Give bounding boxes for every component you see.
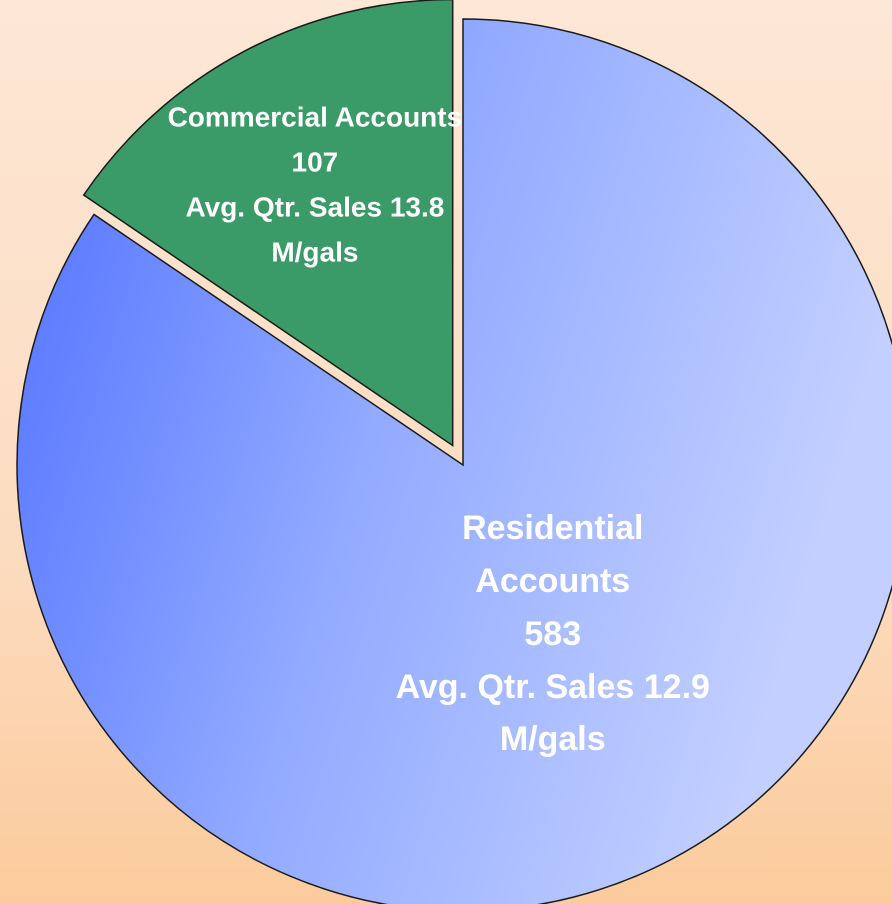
label-line: Avg. Qtr. Sales 12.9 M/gals <box>395 667 710 759</box>
label-line: 107 <box>291 146 339 178</box>
label-line: Avg. Qtr. Sales 13.8 M/gals <box>185 191 445 268</box>
pie-slice <box>82 0 454 447</box>
label-line: 583 <box>524 615 582 654</box>
pie-slice <box>16 18 892 904</box>
slice-label: Commercial Accounts 107 Avg. Qtr. Sales 13… <box>142 96 487 275</box>
label-line: Residential Accounts <box>462 509 644 601</box>
slice-label: Residential Accounts 583 Avg. Qtr. Sales 1… <box>393 503 713 767</box>
label-line: Commercial Accounts <box>167 101 463 133</box>
